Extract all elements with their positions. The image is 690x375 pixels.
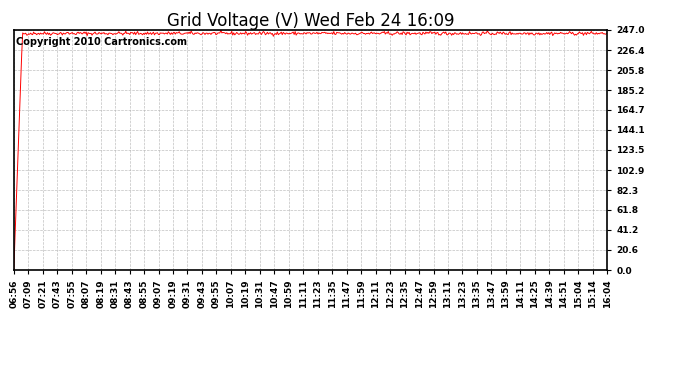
Title: Grid Voltage (V) Wed Feb 24 16:09: Grid Voltage (V) Wed Feb 24 16:09 [167, 12, 454, 30]
Text: Copyright 2010 Cartronics.com: Copyright 2010 Cartronics.com [16, 37, 187, 47]
